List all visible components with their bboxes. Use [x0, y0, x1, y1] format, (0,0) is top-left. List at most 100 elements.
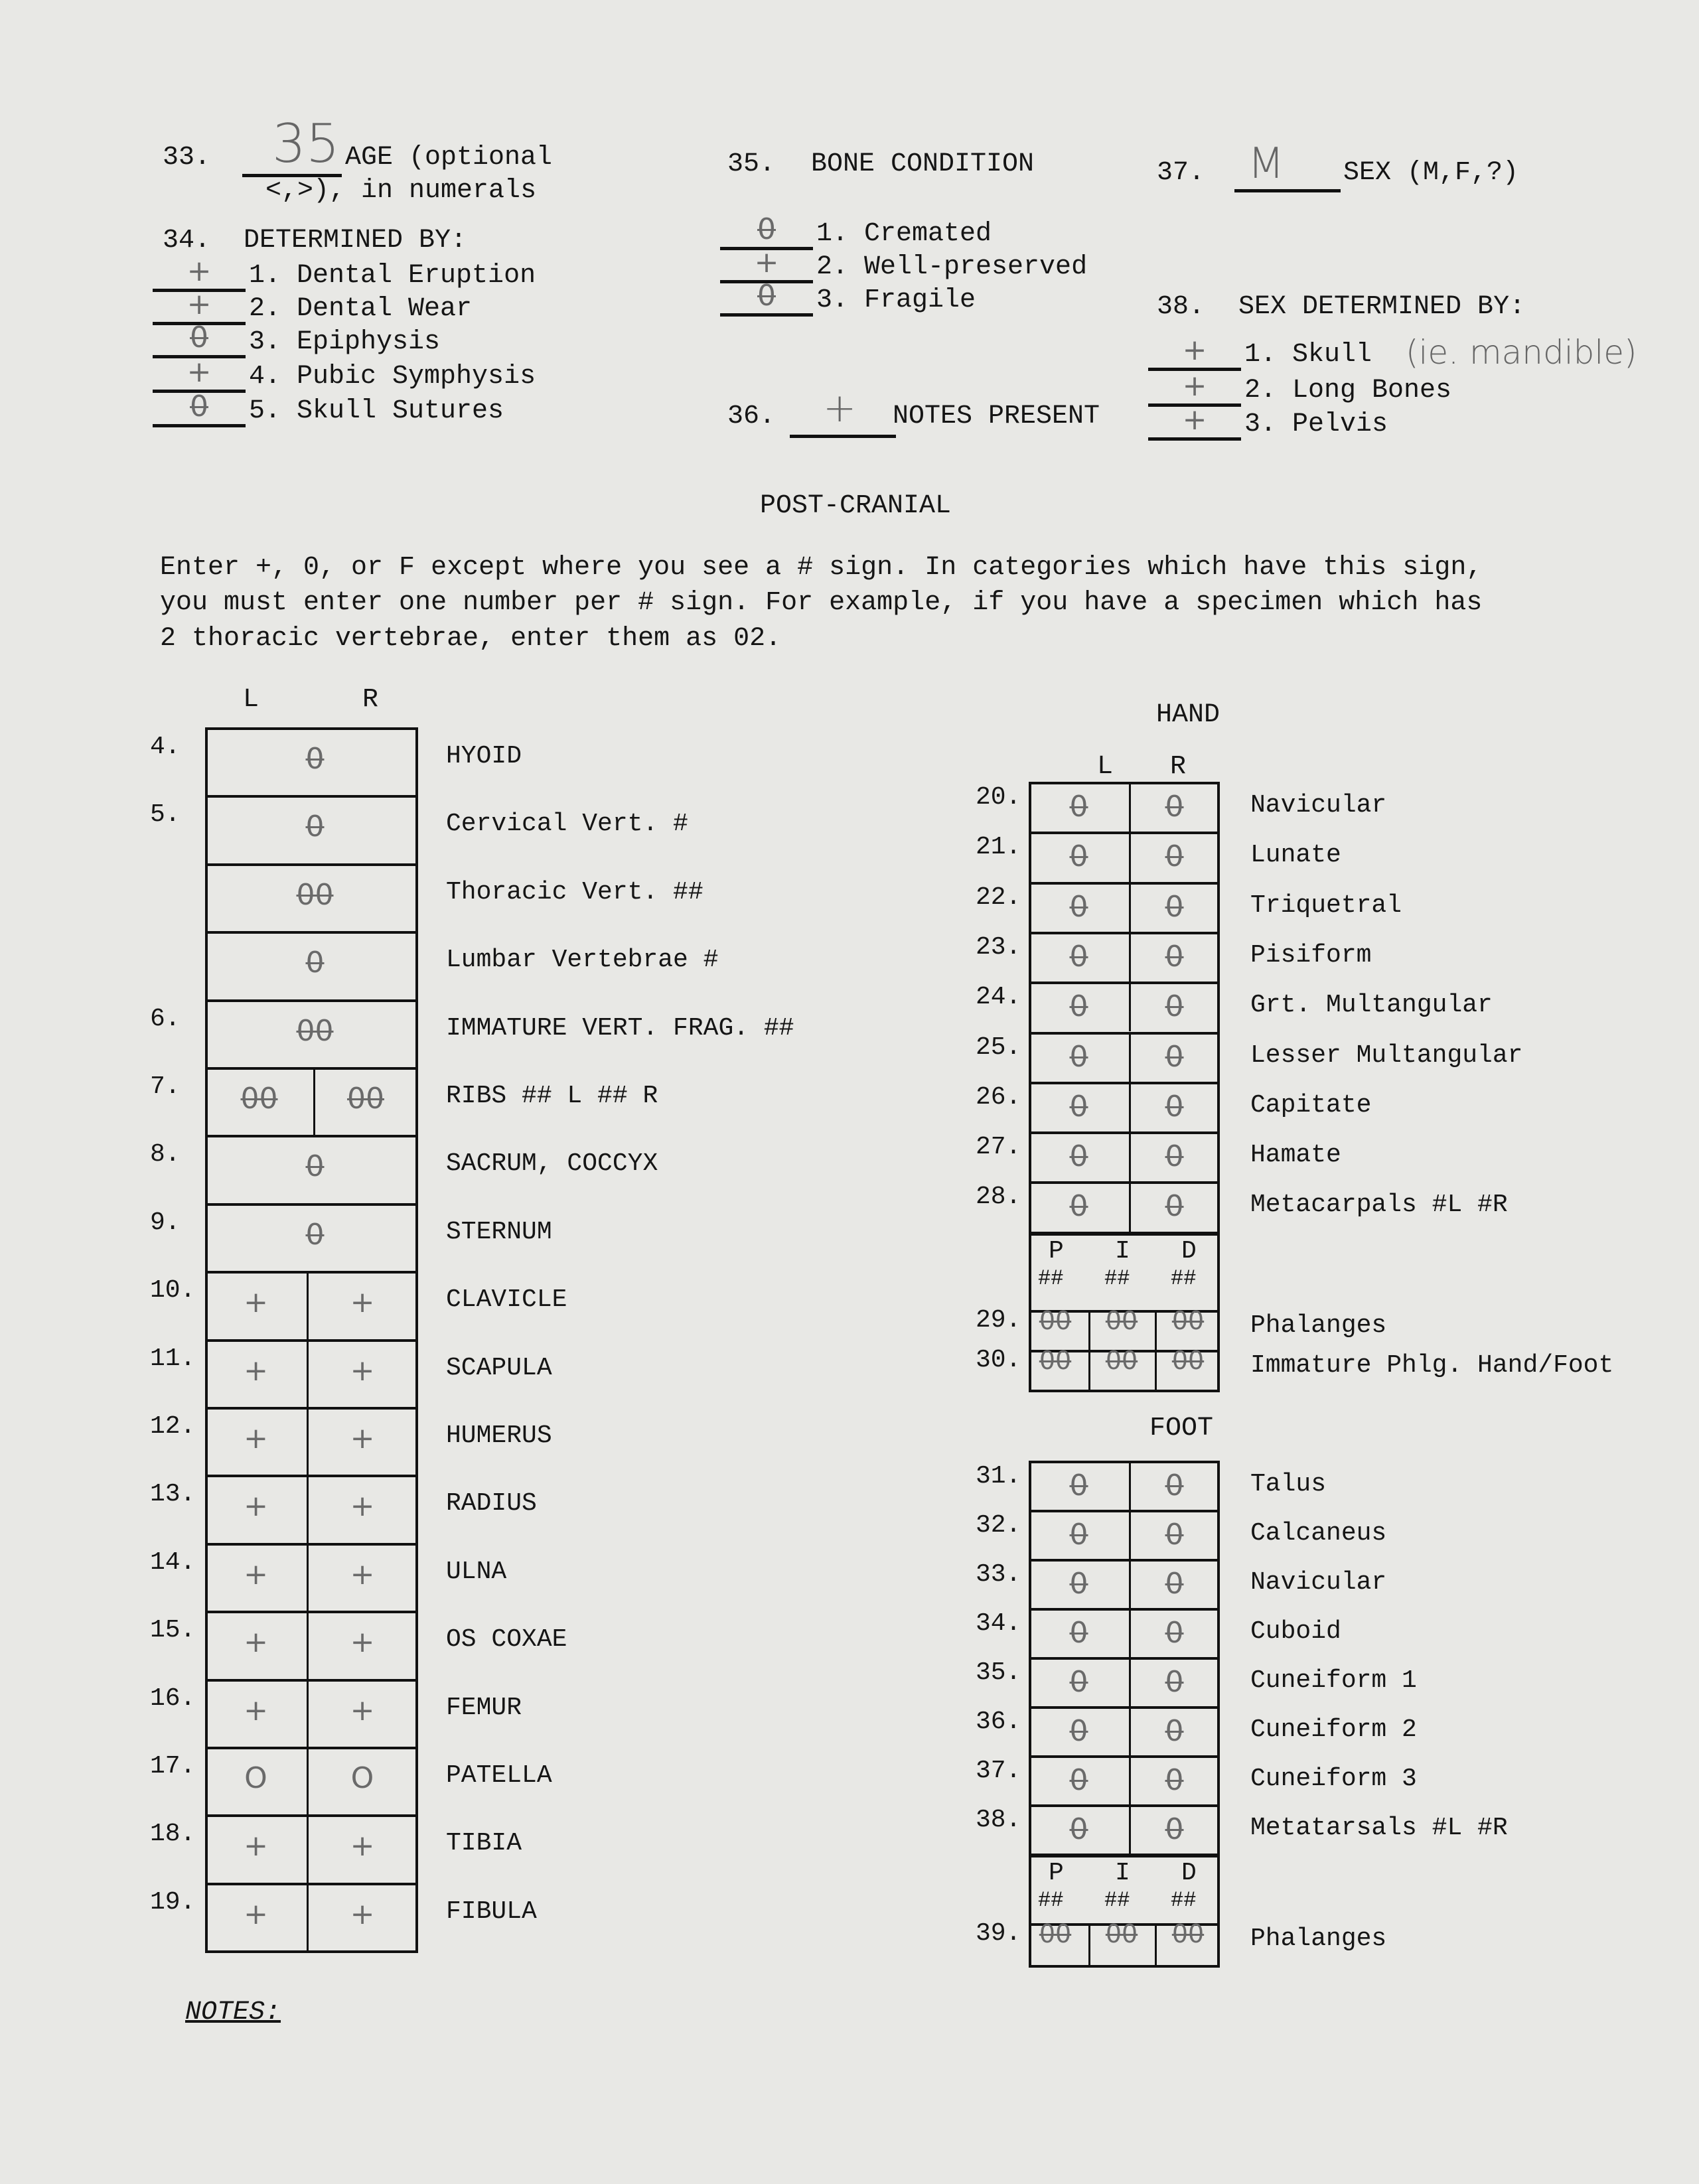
cell-mark[interactable]: 0 [305, 1149, 325, 1184]
cell-mark[interactable]: + [350, 1489, 375, 1524]
checklist-blank[interactable] [720, 280, 813, 317]
table-row-divider [205, 999, 418, 1002]
cell-mark[interactable]: 0 [190, 390, 208, 423]
cell-mark[interactable]: 0 [190, 321, 208, 354]
cell-mark[interactable]: 0 [1165, 1089, 1184, 1124]
cell-mark[interactable]: 0 [1069, 1812, 1088, 1846]
cell-mark[interactable]: + [754, 246, 779, 279]
cell-mark[interactable]: + [186, 355, 212, 389]
cell-mark[interactable]: 00 [240, 1082, 278, 1116]
checklist-blank[interactable] [1148, 334, 1241, 371]
cell-mark[interactable]: 0 [1069, 1714, 1088, 1748]
instructions-line-1: Enter +, 0, or F except where you see a … [160, 553, 1483, 583]
checklist-blank[interactable] [153, 391, 246, 427]
cell-mark[interactable]: 00 [1039, 1919, 1072, 1948]
cell-mark[interactable]: 0 [1069, 989, 1088, 1024]
cell-mark[interactable]: + [244, 1693, 268, 1727]
cell-mark[interactable]: + [350, 1353, 375, 1388]
cell-mark[interactable]: + [350, 1285, 375, 1320]
cell-mark[interactable]: 00 [1171, 1919, 1205, 1948]
sex-field[interactable] [1234, 153, 1341, 192]
cell-mark[interactable]: + [244, 1829, 268, 1863]
cell-mark[interactable]: 0 [1165, 1665, 1184, 1699]
cell-mark[interactable]: 00 [1171, 1305, 1205, 1335]
cell-mark[interactable]: + [186, 287, 212, 321]
cell-mark[interactable]: + [350, 1897, 375, 1931]
cell-mark[interactable]: 0 [1165, 939, 1184, 974]
cell-mark[interactable]: 0 [1069, 1039, 1088, 1074]
cell-mark[interactable]: + [1182, 403, 1207, 437]
cell-mark[interactable]: 00 [1105, 1305, 1138, 1335]
cell-mark[interactable]: + [1182, 333, 1207, 367]
checklist-blank[interactable] [1148, 370, 1241, 407]
cell-mark[interactable]: 0 [1165, 1763, 1184, 1797]
cell-mark[interactable]: 0 [1165, 889, 1184, 924]
cell-mark[interactable]: + [350, 1693, 375, 1727]
cell-mark[interactable]: 0 [1069, 1616, 1088, 1650]
notes-present-field[interactable] [790, 401, 896, 438]
checklist-blank[interactable] [153, 322, 246, 358]
cell-mark[interactable]: 0 [1069, 1189, 1088, 1224]
cell-mark[interactable]: 0 [1165, 1469, 1184, 1502]
cell-mark[interactable]: 0 [1165, 790, 1184, 824]
age-field[interactable] [242, 141, 342, 177]
cell-mark[interactable]: 00 [347, 1082, 384, 1116]
checklist-blank[interactable] [153, 356, 246, 393]
checklist-blank[interactable] [720, 247, 813, 283]
cell-mark[interactable]: 0 [1165, 839, 1184, 874]
cell-mark[interactable]: + [350, 1421, 375, 1455]
cell-mark[interactable]: + [350, 1829, 375, 1863]
cell-mark[interactable]: 0 [757, 279, 776, 313]
cell-mark[interactable]: 0 [1165, 1567, 1184, 1601]
cell-mark[interactable]: 00 [1039, 1305, 1072, 1335]
cell-mark[interactable]: 0 [305, 946, 325, 980]
cell-mark[interactable]: 0 [1069, 1518, 1088, 1552]
cell-mark[interactable]: O [350, 1761, 374, 1795]
cell-mark[interactable]: + [244, 1353, 268, 1388]
cell-mark[interactable]: 0 [757, 212, 776, 246]
cell-mark[interactable]: + [244, 1421, 268, 1455]
cell-mark[interactable]: 0 [1069, 889, 1088, 924]
cell-mark[interactable]: 00 [296, 1013, 334, 1048]
cell-mark[interactable]: 00 [1105, 1919, 1138, 1948]
cell-mark[interactable]: 0 [305, 1217, 325, 1252]
cell-mark[interactable]: 0 [1069, 1139, 1088, 1174]
cell-mark[interactable]: O [244, 1761, 267, 1795]
cell-divider [1129, 1181, 1131, 1232]
cell-mark[interactable]: 0 [1165, 1616, 1184, 1650]
cell-mark[interactable]: 0 [305, 742, 325, 776]
checklist-blank[interactable] [1148, 404, 1241, 441]
cell-mark[interactable]: + [244, 1625, 268, 1660]
cell-mark[interactable]: 0 [1069, 1469, 1088, 1502]
cell-mark[interactable]: 0 [1069, 1089, 1088, 1124]
cell-mark[interactable]: 0 [1165, 989, 1184, 1024]
cell-mark[interactable]: 0 [1069, 1567, 1088, 1601]
checklist-blank[interactable] [720, 214, 813, 250]
cell-mark[interactable]: + [1182, 369, 1207, 403]
cell-mark[interactable]: 0 [1165, 1139, 1184, 1174]
cell-mark[interactable]: + [244, 1557, 268, 1591]
cell-mark[interactable]: + [244, 1285, 268, 1320]
cell-mark[interactable]: 0 [1165, 1039, 1184, 1074]
cell-mark[interactable]: 0 [1069, 1763, 1088, 1797]
cell-mark[interactable]: 00 [1171, 1345, 1205, 1375]
cell-mark[interactable]: 0 [1069, 1665, 1088, 1699]
cell-mark[interactable]: 0 [1165, 1812, 1184, 1846]
cell-mark[interactable]: 0 [1069, 839, 1088, 874]
cell-mark[interactable]: + [350, 1625, 375, 1660]
cell-mark[interactable]: 0 [1069, 790, 1088, 824]
checklist-blank[interactable] [153, 289, 246, 325]
checklist-blank[interactable] [153, 255, 246, 292]
cell-mark[interactable]: 00 [1039, 1345, 1072, 1375]
cell-mark[interactable]: + [244, 1897, 268, 1931]
cell-mark[interactable]: 0 [1069, 939, 1088, 974]
cell-mark[interactable]: 0 [1165, 1518, 1184, 1552]
cell-mark[interactable]: + [186, 254, 212, 288]
cell-mark[interactable]: 0 [305, 810, 325, 844]
cell-mark[interactable]: + [350, 1557, 375, 1591]
cell-mark[interactable]: 0 [1165, 1714, 1184, 1748]
cell-mark[interactable]: 0 [1165, 1189, 1184, 1224]
cell-mark[interactable]: 00 [1105, 1345, 1138, 1375]
cell-mark[interactable]: 00 [296, 877, 334, 912]
cell-mark[interactable]: + [244, 1489, 268, 1524]
